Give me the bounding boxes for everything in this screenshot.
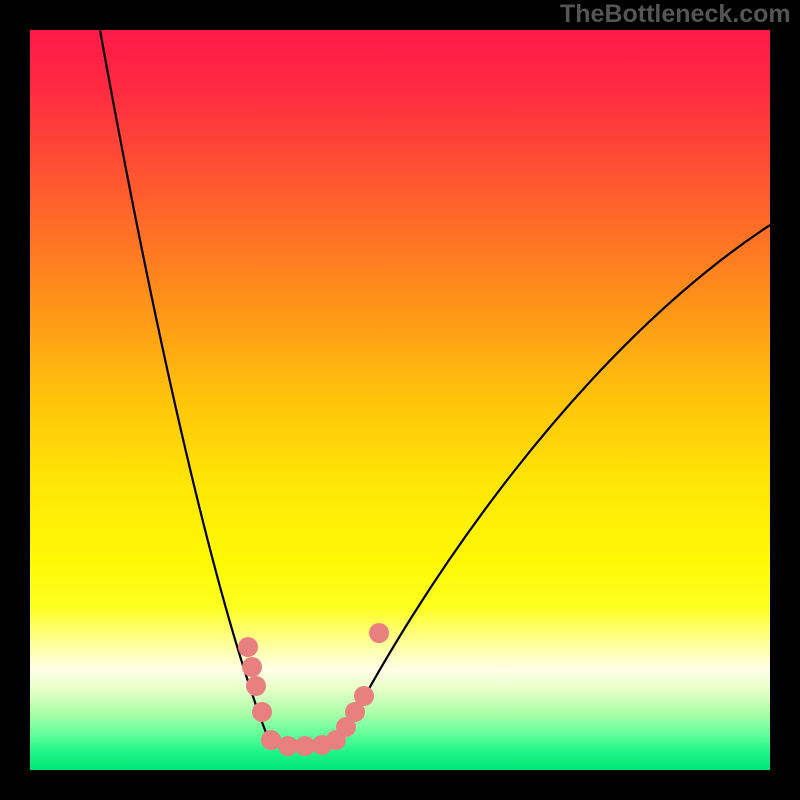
marker-point <box>242 657 262 677</box>
marker-point <box>354 686 374 706</box>
marker-point <box>246 676 266 696</box>
marker-point <box>261 730 281 750</box>
marker-point <box>369 623 389 643</box>
marker-point <box>238 637 258 657</box>
plot-background <box>30 30 770 770</box>
watermark-text: TheBottleneck.com <box>560 0 791 29</box>
marker-point <box>295 736 315 756</box>
marker-point <box>252 702 272 722</box>
bottleneck-chart <box>0 0 800 800</box>
